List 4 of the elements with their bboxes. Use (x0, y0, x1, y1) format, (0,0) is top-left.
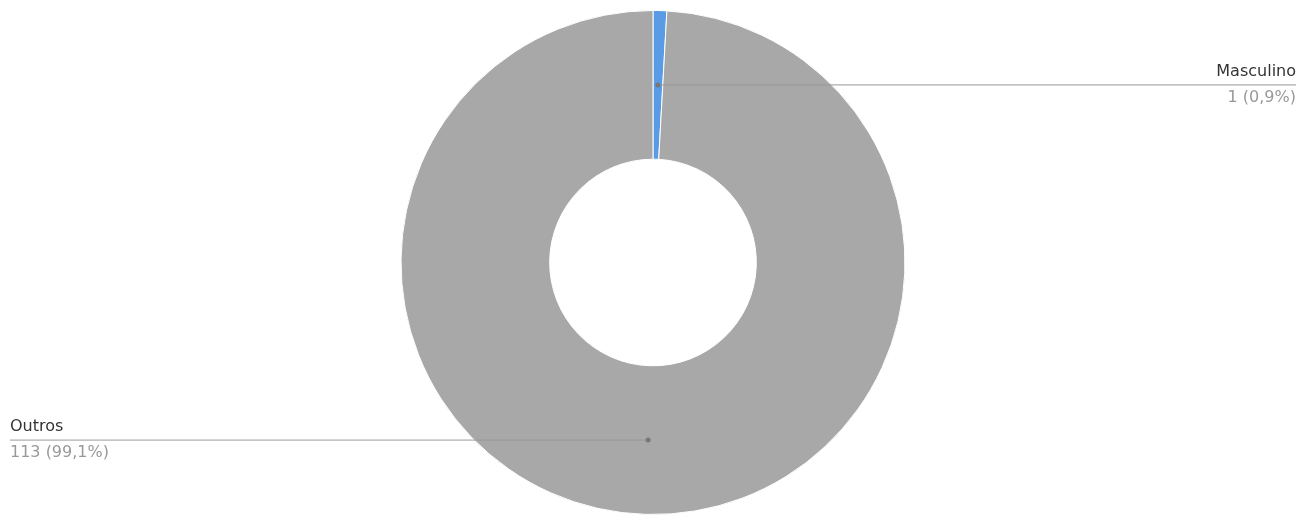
data-label: 113 (99,1%) (10, 442, 109, 462)
slice-label: Outros (10, 416, 64, 436)
slice-label: Masculino (1216, 61, 1296, 81)
data-label: 1 (0,9%) (1227, 87, 1296, 107)
